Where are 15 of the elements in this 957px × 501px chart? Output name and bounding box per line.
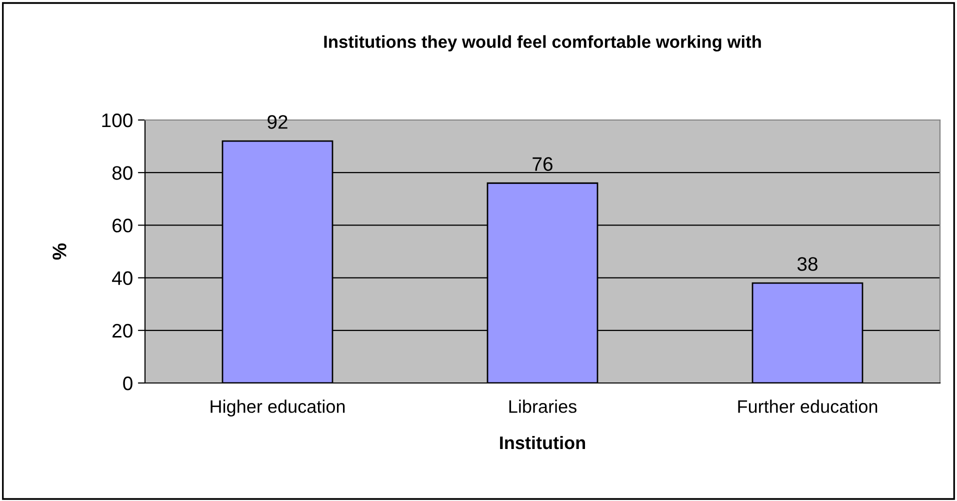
- x-axis-title: Institution: [500, 436, 586, 450]
- y-tick-label: 0: [123, 376, 132, 390]
- data-label: 92: [268, 115, 288, 129]
- chart-title: Institutions they would feel comfortable working with: [324, 35, 761, 52]
- x-tick-label: Libraries: [509, 400, 576, 413]
- y-tick-label: 60: [112, 218, 132, 232]
- data-label: 76: [532, 157, 552, 171]
- y-axis-title: %: [52, 243, 66, 260]
- y-tick-label: 20: [112, 324, 132, 338]
- data-label: 38: [797, 257, 818, 271]
- y-tick-label: 100: [102, 113, 132, 128]
- y-tick-label: 40: [112, 271, 132, 286]
- x-tick-label: Higher education: [210, 400, 345, 416]
- x-tick-label: Further education: [738, 400, 878, 413]
- y-tick-label: 80: [112, 166, 132, 180]
